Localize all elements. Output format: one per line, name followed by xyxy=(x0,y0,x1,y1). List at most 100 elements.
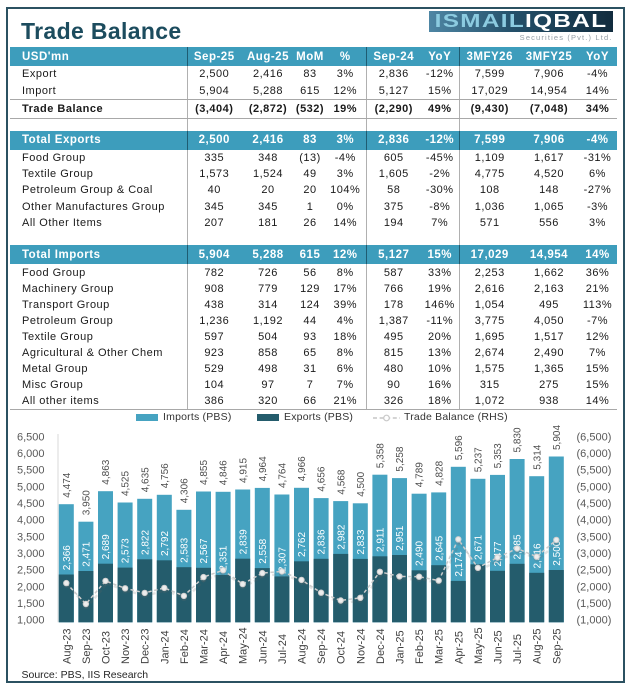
svg-text:4,764: 4,764 xyxy=(278,463,289,488)
svg-text:Jan-24: Jan-24 xyxy=(159,630,171,664)
svg-text:4,656: 4,656 xyxy=(317,466,328,491)
svg-text:2,822: 2,822 xyxy=(140,530,151,555)
svg-text:(6,500): (6,500) xyxy=(577,431,612,443)
svg-text:4,306: 4,306 xyxy=(180,478,191,503)
svg-text:2,366: 2,366 xyxy=(62,545,73,570)
svg-text:Oct-23: Oct-23 xyxy=(101,631,113,664)
svg-text:Jan-25: Jan-25 xyxy=(395,630,407,664)
svg-text:4,863: 4,863 xyxy=(101,459,112,484)
svg-text:May-25: May-25 xyxy=(473,627,485,664)
svg-text:Mar-24: Mar-24 xyxy=(199,629,211,664)
svg-text:Apr-24: Apr-24 xyxy=(218,631,230,664)
svg-text:(2,500): (2,500) xyxy=(577,565,612,577)
svg-text:Jul-24: Jul-24 xyxy=(277,634,289,664)
svg-text:2,583: 2,583 xyxy=(180,537,191,562)
svg-text:(6,000): (6,000) xyxy=(577,448,612,460)
svg-text:2,174: 2,174 xyxy=(454,551,465,576)
svg-text:(2,000): (2,000) xyxy=(577,581,612,593)
svg-text:2,792: 2,792 xyxy=(160,531,171,556)
svg-text:1,500: 1,500 xyxy=(17,598,45,610)
svg-text:May-24: May-24 xyxy=(238,627,250,664)
svg-text:5,596: 5,596 xyxy=(454,435,465,460)
svg-text:Dec-24: Dec-24 xyxy=(375,629,387,664)
svg-text:2,689: 2,689 xyxy=(101,534,112,559)
svg-text:2,671: 2,671 xyxy=(474,535,485,560)
svg-text:2,490: 2,490 xyxy=(415,541,426,566)
svg-text:Sep-25: Sep-25 xyxy=(551,629,563,664)
svg-text:4,000: 4,000 xyxy=(17,515,45,527)
svg-text:Jun-25: Jun-25 xyxy=(493,630,505,664)
svg-text:(5,500): (5,500) xyxy=(577,465,612,477)
svg-text:5,904: 5,904 xyxy=(552,425,563,450)
svg-text:Jul-25: Jul-25 xyxy=(512,634,524,664)
svg-text:Dec-23: Dec-23 xyxy=(140,629,152,664)
svg-text:4,756: 4,756 xyxy=(160,463,171,488)
svg-text:Jun-24: Jun-24 xyxy=(257,630,269,664)
svg-text:2,645: 2,645 xyxy=(434,535,445,560)
svg-text:Nov-23: Nov-23 xyxy=(120,629,132,664)
svg-text:4,500: 4,500 xyxy=(17,498,45,510)
svg-text:4,500: 4,500 xyxy=(356,471,367,496)
svg-text:Aug-23: Aug-23 xyxy=(61,629,73,664)
svg-text:4,964: 4,964 xyxy=(258,456,269,481)
svg-text:(3,500): (3,500) xyxy=(577,531,612,543)
svg-text:4,846: 4,846 xyxy=(219,460,230,485)
svg-text:2,567: 2,567 xyxy=(199,538,210,563)
svg-text:Nov-24: Nov-24 xyxy=(355,629,367,664)
svg-text:5,258: 5,258 xyxy=(395,446,406,471)
svg-text:(4,500): (4,500) xyxy=(577,498,612,510)
svg-text:4,568: 4,568 xyxy=(336,469,347,494)
svg-text:2,573: 2,573 xyxy=(121,538,132,563)
svg-text:4,635: 4,635 xyxy=(140,467,151,492)
svg-text:Mar-25: Mar-25 xyxy=(434,629,446,664)
svg-text:Feb-24: Feb-24 xyxy=(179,629,191,664)
svg-text:2,000: 2,000 xyxy=(17,581,45,593)
svg-text:2,836: 2,836 xyxy=(317,529,328,554)
svg-text:(4,000): (4,000) xyxy=(577,515,612,527)
svg-text:(3,000): (3,000) xyxy=(577,548,612,560)
svg-text:2,500: 2,500 xyxy=(552,540,563,565)
svg-text:6,000: 6,000 xyxy=(17,448,45,460)
svg-text:2,833: 2,833 xyxy=(356,529,367,554)
svg-text:(1,500): (1,500) xyxy=(577,598,612,610)
svg-text:Feb-25: Feb-25 xyxy=(414,629,426,664)
svg-text:5,000: 5,000 xyxy=(17,481,45,493)
svg-text:2,307: 2,307 xyxy=(278,547,289,572)
svg-text:2,762: 2,762 xyxy=(297,532,308,557)
svg-text:2,951: 2,951 xyxy=(395,525,406,550)
svg-text:4,966: 4,966 xyxy=(297,456,308,481)
svg-text:1,000: 1,000 xyxy=(17,615,45,627)
svg-text:4,789: 4,789 xyxy=(415,462,426,487)
svg-text:(5,000): (5,000) xyxy=(577,481,612,493)
svg-text:Sep-24: Sep-24 xyxy=(316,629,328,664)
svg-text:2,500: 2,500 xyxy=(17,565,45,577)
svg-text:2,558: 2,558 xyxy=(258,538,269,563)
svg-text:6,500: 6,500 xyxy=(17,431,45,443)
svg-text:3,000: 3,000 xyxy=(17,548,45,560)
svg-text:3,500: 3,500 xyxy=(17,531,45,543)
svg-text:5,358: 5,358 xyxy=(376,443,387,468)
svg-text:5,830: 5,830 xyxy=(513,427,524,452)
svg-text:2,839: 2,839 xyxy=(238,529,249,554)
svg-text:5,500: 5,500 xyxy=(17,465,45,477)
svg-text:4,915: 4,915 xyxy=(238,458,249,483)
svg-text:4,474: 4,474 xyxy=(62,472,73,497)
svg-text:2,982: 2,982 xyxy=(336,524,347,549)
svg-text:2,471: 2,471 xyxy=(82,541,93,566)
svg-text:Aug-25: Aug-25 xyxy=(532,629,544,664)
svg-text:Sep-23: Sep-23 xyxy=(81,629,93,664)
svg-text:4,525: 4,525 xyxy=(121,471,132,496)
svg-text:4,855: 4,855 xyxy=(199,460,210,485)
svg-text:Aug-24: Aug-24 xyxy=(297,629,309,664)
svg-text:2,351: 2,351 xyxy=(219,545,230,570)
svg-text:2,911: 2,911 xyxy=(376,527,387,552)
svg-text:(1,000): (1,000) xyxy=(577,615,612,627)
svg-text:5,237: 5,237 xyxy=(474,447,485,472)
svg-text:5,314: 5,314 xyxy=(532,444,543,469)
svg-text:Oct-24: Oct-24 xyxy=(336,631,348,664)
svg-text:Apr-25: Apr-25 xyxy=(453,631,465,664)
svg-text:5,353: 5,353 xyxy=(493,443,504,468)
svg-text:2,477: 2,477 xyxy=(493,541,504,566)
svg-text:4,828: 4,828 xyxy=(434,460,445,485)
svg-text:3,950: 3,950 xyxy=(82,490,93,515)
